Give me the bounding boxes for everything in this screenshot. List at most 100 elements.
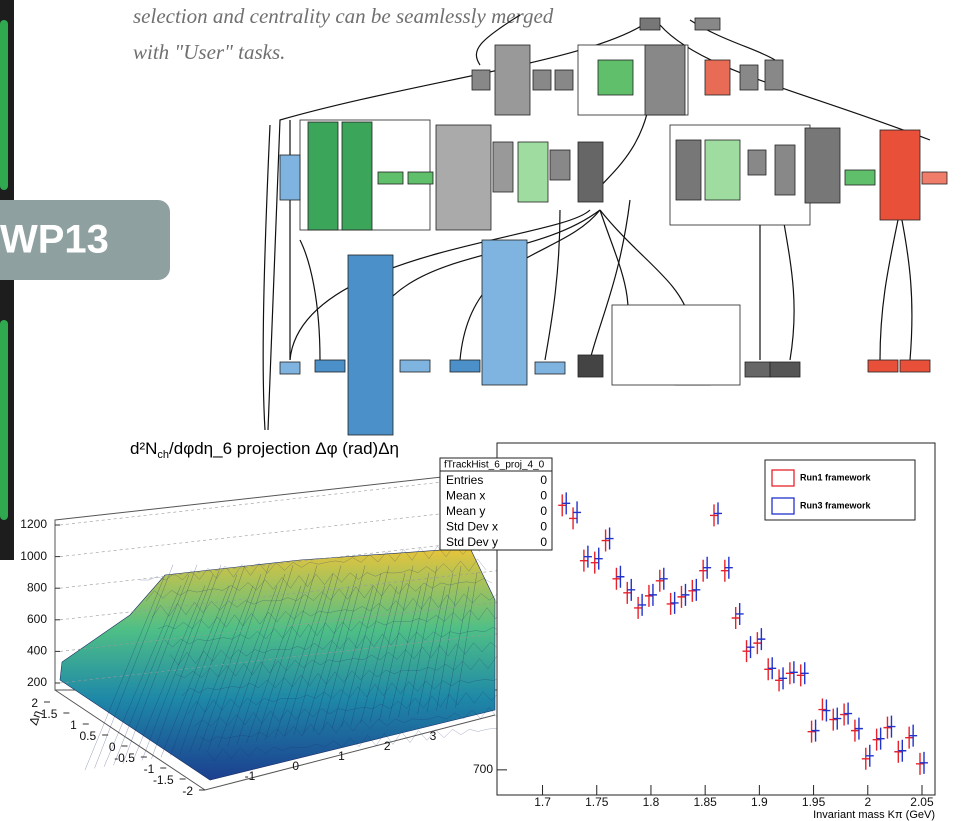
phi-tick-label: 2	[384, 739, 391, 753]
task-box	[493, 142, 513, 192]
phi-tick-label: 0	[292, 759, 299, 773]
task-box	[676, 140, 701, 200]
task-box	[748, 150, 766, 175]
task-box	[770, 362, 800, 377]
task-box	[578, 355, 603, 377]
eta-tick-label: 0.5	[79, 729, 96, 743]
task-box	[535, 362, 565, 374]
x-tick-label: 1.75	[585, 795, 609, 809]
task-box	[900, 360, 930, 372]
task-box	[436, 125, 491, 230]
x-axis-label: Invariant mass Kπ (GeV)	[813, 809, 935, 821]
z-tick-label: 800	[27, 580, 47, 594]
y-tick-label: 700	[473, 762, 493, 776]
task-box	[805, 128, 840, 203]
slide: WP13 selection and centrality can be sea…	[0, 0, 976, 821]
connector	[600, 210, 690, 320]
task-box	[315, 360, 345, 372]
task-box	[612, 305, 740, 385]
task-box	[705, 60, 730, 95]
caption-line: selection and centrality can be seamless…	[133, 4, 554, 28]
z-tick-label: 1000	[20, 549, 47, 563]
stats-title: fTrackHist_6_proj_4_0	[444, 460, 545, 471]
connector	[900, 210, 912, 360]
title-part: d²N	[130, 439, 157, 458]
task-box	[922, 172, 947, 184]
stats-value: 0	[540, 473, 547, 487]
task-box	[640, 18, 660, 30]
z-tick-label: 1200	[20, 517, 47, 531]
connector	[263, 125, 270, 430]
task-box	[695, 18, 720, 30]
eta-tick-label: -1.5	[153, 773, 174, 787]
x-tick-label: 1.95	[802, 795, 826, 809]
task-box	[578, 142, 603, 202]
stats-value: 0	[540, 535, 547, 549]
grid-line	[60, 475, 505, 525]
connector	[460, 210, 600, 360]
task-box	[845, 170, 875, 185]
stats-value: 0	[540, 489, 547, 503]
task-box	[472, 70, 490, 90]
task-box	[533, 70, 551, 90]
task-box	[378, 172, 403, 184]
task-box	[482, 240, 527, 385]
task-box	[775, 145, 795, 195]
caption-line: with "User" tasks.	[133, 40, 285, 64]
x-tick-label: 1.7	[534, 795, 551, 809]
stats-key: Std Dev x	[446, 520, 498, 534]
phi-tick-label: -1	[245, 769, 256, 783]
connector	[880, 210, 900, 360]
x-tick-label: 1.9	[751, 795, 768, 809]
task-box	[555, 70, 573, 90]
task-box	[495, 45, 530, 115]
x-tick-label: 1.85	[693, 795, 717, 809]
side-shape	[0, 320, 8, 520]
legend-label: Run3 framework	[800, 500, 872, 510]
badge: WP13	[0, 218, 109, 262]
task-box	[308, 122, 338, 230]
task-box	[450, 360, 480, 372]
surface	[60, 548, 495, 780]
stats-key: Std Dev y	[446, 535, 498, 549]
task-box	[645, 45, 685, 115]
task-box	[740, 65, 758, 90]
stats-key: Entries	[446, 473, 483, 487]
grid-line	[60, 507, 505, 557]
x-tick-label: 2	[864, 795, 871, 809]
legend-box	[765, 460, 915, 520]
task-box	[745, 362, 770, 377]
connector	[300, 240, 320, 360]
eta-tick-label: 2	[31, 696, 38, 710]
connector	[360, 210, 600, 360]
workflow-diagram	[263, 15, 947, 435]
task-box	[765, 60, 783, 90]
task-box	[400, 360, 430, 372]
z-tick-label: 600	[27, 612, 47, 626]
title-part: ch	[157, 449, 169, 461]
phi-tick-label: 3	[430, 729, 437, 743]
connector	[290, 210, 590, 360]
stats-key: Mean y	[446, 504, 485, 518]
task-box	[518, 142, 548, 202]
legend-label: Run1 framework	[800, 472, 872, 482]
eta-tick-label: -0.5	[114, 751, 135, 765]
x-tick-label: 2.05	[910, 795, 934, 809]
task-box	[550, 150, 570, 180]
x-tick-label: 1.8	[643, 795, 660, 809]
task-box	[868, 360, 898, 372]
side-shape	[0, 20, 8, 190]
eta-tick-label: -2	[182, 784, 193, 798]
task-box	[880, 130, 920, 220]
z-tick-label: 400	[27, 644, 47, 658]
task-box	[705, 140, 740, 200]
stats-value: 0	[540, 520, 547, 534]
title-part: /dφdη_6 projection Δφ (rad)Δη	[169, 439, 399, 458]
connector	[660, 25, 930, 140]
task-box	[280, 155, 300, 200]
eta-tick-label: 1	[70, 718, 77, 732]
task-box	[408, 172, 433, 184]
plot-title: d²Nch/dφdη_6 projection Δφ (rad)Δη	[130, 439, 399, 460]
task-box	[598, 60, 633, 95]
stats-box: fTrackHist_6_proj_4_0Entries0Mean x0Mean…	[440, 458, 552, 550]
